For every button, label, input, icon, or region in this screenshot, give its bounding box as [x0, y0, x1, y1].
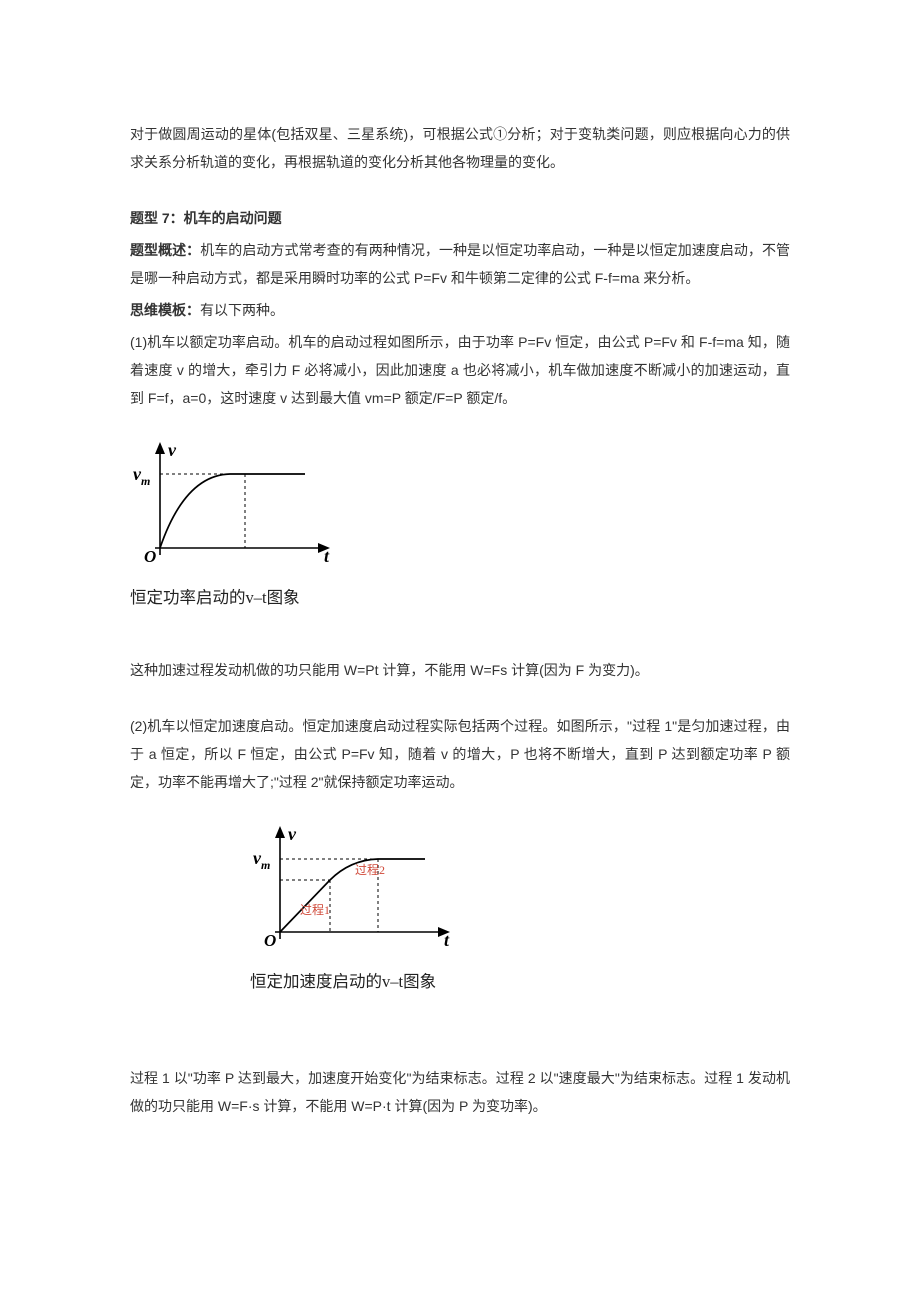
template-label: 思维模板： — [130, 302, 200, 318]
vm-label: vm — [253, 848, 270, 872]
case1-note: 这种加速过程发动机做的功只能用 W=Pt 计算，不能用 W=Fs 计算(因为 F… — [130, 656, 790, 684]
origin-label: O — [144, 547, 156, 566]
page: 对于做圆周运动的星体(包括双星、三星系统)，可根据公式①分析；对于变轨类问题，则… — [0, 0, 920, 1184]
overview-text: 机车的启动方式常考查的有两种情况，一种是以恒定功率启动，一种是以恒定加速度启动，… — [130, 242, 790, 286]
process1-label: 过程1 — [300, 902, 330, 917]
figure-2-caption: 恒定加速度启动的v–t图象 — [250, 965, 790, 998]
figure-1: v t O vm 恒定功率启动的v–t图象 — [130, 440, 790, 614]
figure-2: 过程1 过程2 v t O vm 恒定加速度启动的v–t图象 — [250, 824, 790, 998]
process2-label: 过程2 — [355, 862, 385, 877]
overview-paragraph: 题型概述：机车的启动方式常考查的有两种情况，一种是以恒定功率启动，一种是以恒定加… — [130, 236, 790, 292]
case2-paragraph: (2)机车以恒定加速度启动。恒定加速度启动过程实际包括两个过程。如图所示，"过程… — [130, 712, 790, 796]
section-title: 题型 7：机车的启动问题 — [130, 204, 790, 232]
x-axis-label: t — [324, 546, 330, 566]
y-axis-label: v — [288, 824, 297, 844]
x-axis-label: t — [444, 930, 450, 950]
chart-constant-acceleration: 过程1 过程2 v t O vm — [250, 824, 470, 954]
case1-paragraph: (1)机车以额定功率启动。机车的启动过程如图所示，由于功率 P=Fv 恒定，由公… — [130, 328, 790, 412]
figure-1-caption: 恒定功率启动的v–t图象 — [130, 581, 790, 614]
overview-label: 题型概述： — [130, 242, 200, 258]
chart-constant-power: v t O vm — [130, 440, 350, 570]
case2-note: 过程 1 以"功率 P 达到最大，加速度开始变化"为结束标志。过程 2 以"速度… — [130, 1064, 790, 1120]
y-axis-label: v — [168, 440, 177, 460]
template-paragraph: 思维模板：有以下两种。 — [130, 296, 790, 324]
vm-label: vm — [133, 464, 150, 488]
title-text: 题型 7：机车的启动问题 — [130, 210, 282, 226]
intro-paragraph: 对于做圆周运动的星体(包括双星、三星系统)，可根据公式①分析；对于变轨类问题，则… — [130, 120, 790, 176]
template-text: 有以下两种。 — [200, 302, 284, 318]
origin-label: O — [264, 931, 276, 950]
